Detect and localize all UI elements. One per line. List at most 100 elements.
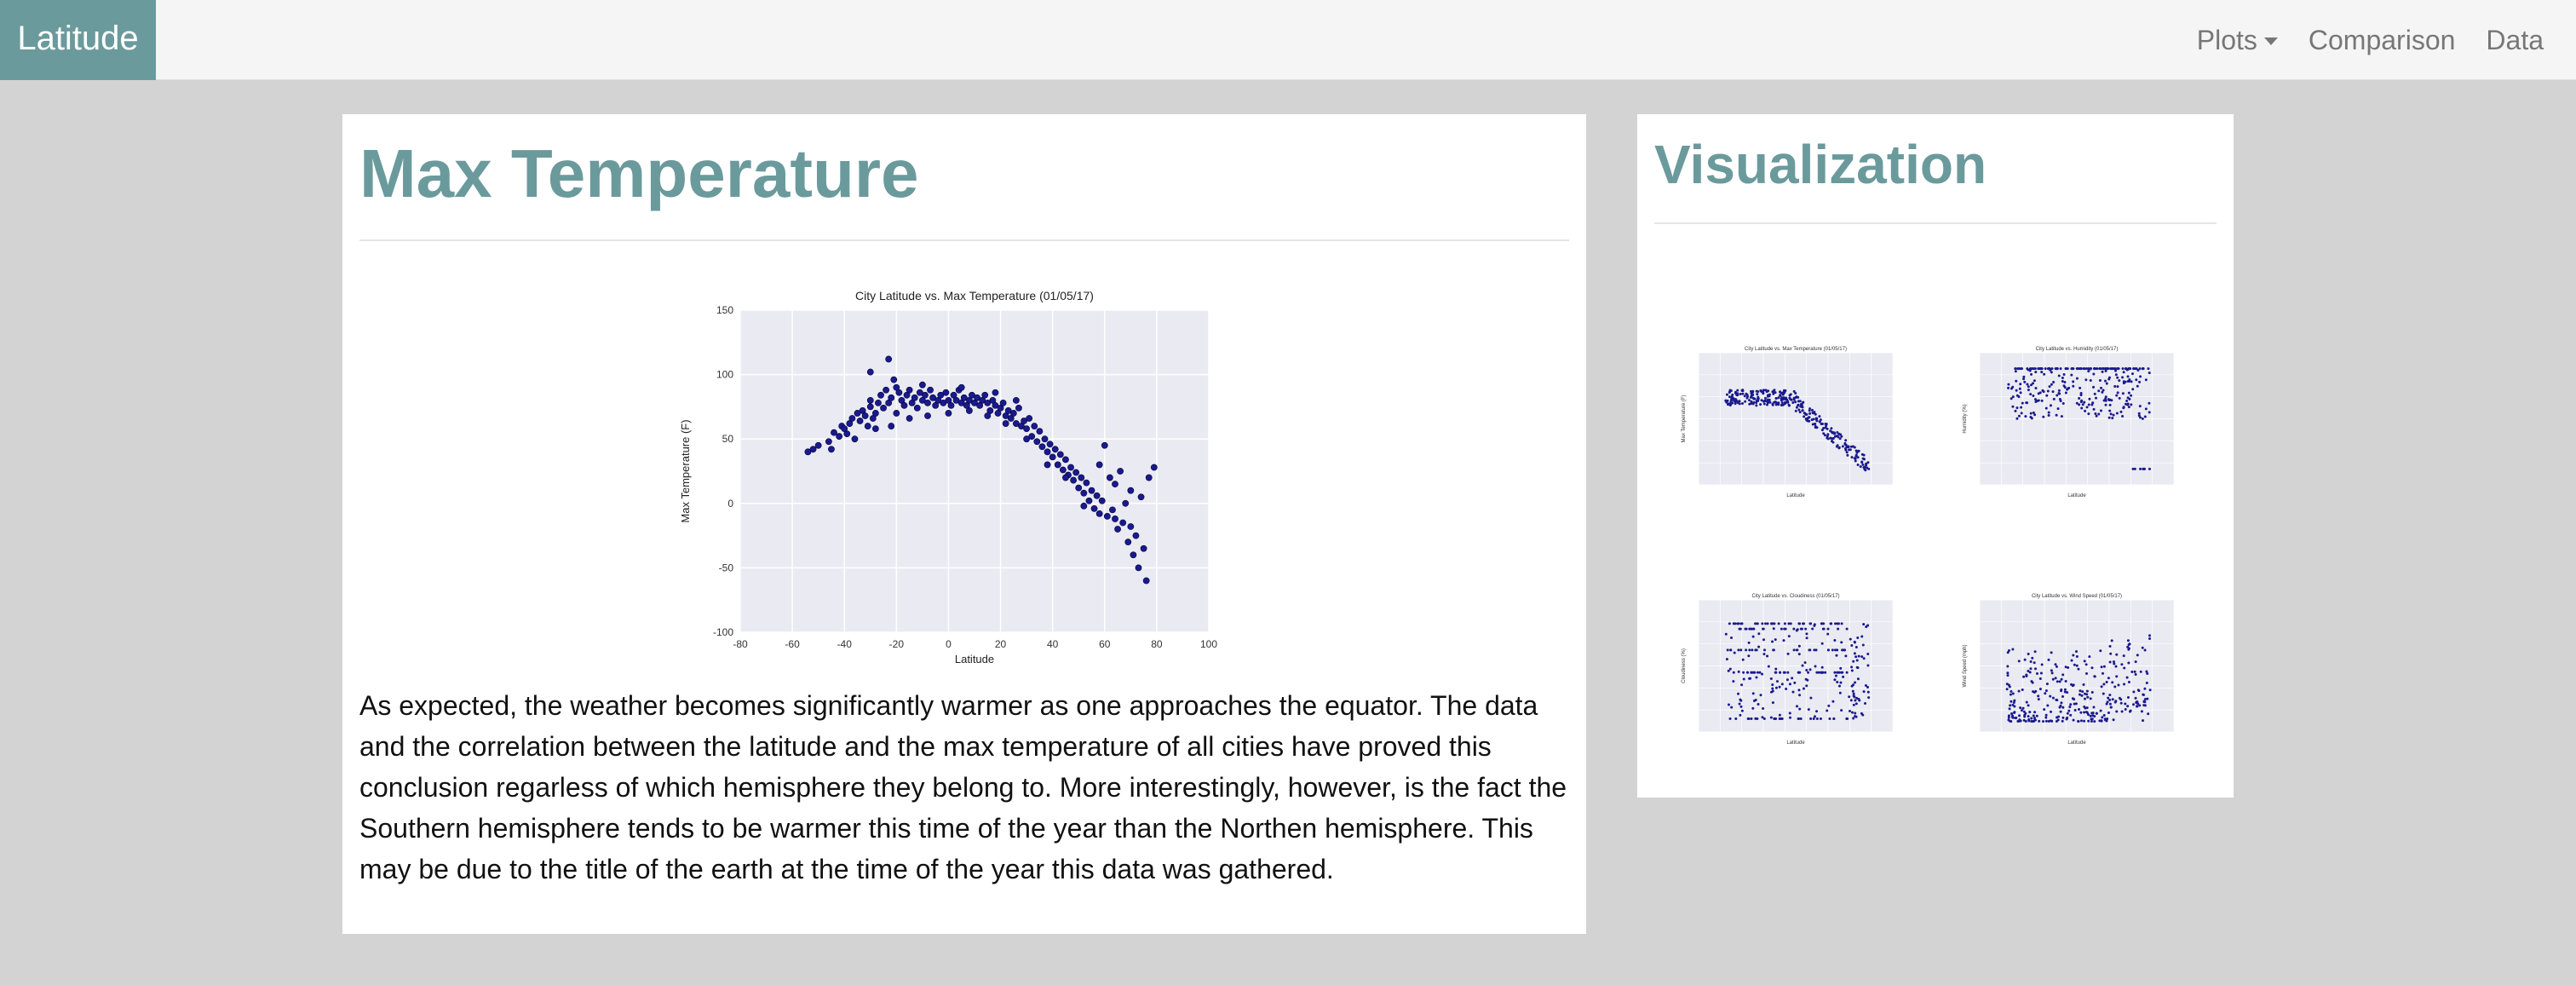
thumb-point <box>2013 711 2016 714</box>
thumbnail-wind-speed[interactable]: City Latitude vs. Wind Speed (01/05/17) L… <box>1961 591 2182 745</box>
thumb-point <box>1783 622 1786 625</box>
thumb-point <box>2075 377 2079 380</box>
thumb-y-label: Max Temperature (F) <box>1682 395 1687 443</box>
thumb-point <box>1734 402 1737 406</box>
thumb-point <box>2033 398 2037 401</box>
data-point <box>1059 466 1067 474</box>
thumb-point <box>2056 680 2059 683</box>
thumb-point <box>1853 652 1856 655</box>
thumb-point <box>2064 367 2067 371</box>
thumb-point <box>1853 641 1856 644</box>
thumb-point <box>1745 648 1748 652</box>
thumb-point <box>1728 717 1732 720</box>
thumb-point <box>2021 688 2024 692</box>
thumb-point <box>1847 445 1850 448</box>
thumbnail-humidity[interactable]: City Latitude vs. Humidity (01/05/17) Lat… <box>1961 344 2182 498</box>
thumb-point <box>1770 690 1774 694</box>
thumb-point <box>1854 699 1857 702</box>
thumb-point <box>2126 380 2130 383</box>
thumb-point <box>2090 403 2094 406</box>
thumb-point <box>1852 692 1855 695</box>
data-point <box>1078 474 1085 481</box>
thumb-point <box>2015 417 2019 420</box>
thumb-point <box>2090 717 2094 721</box>
thumb-point <box>1777 622 1780 625</box>
thumb-point <box>2080 694 2084 697</box>
thumb-point <box>2148 637 2152 641</box>
thumb-point <box>2024 720 2027 723</box>
thumb-point <box>2031 656 2034 660</box>
visualization-panel: Visualization City Latitude vs. Max Temp… <box>1637 114 2234 798</box>
thumb-point <box>2044 406 2048 410</box>
caret-down-icon <box>2263 37 2278 45</box>
data-point <box>898 396 906 404</box>
thumb-point <box>2021 706 2025 710</box>
nav-plots-dropdown[interactable]: Plots <box>2190 25 2285 56</box>
thumb-point <box>1725 400 1728 404</box>
thumb-point <box>1751 627 1755 631</box>
thumb-point <box>1747 641 1751 644</box>
thumb-point <box>1850 456 1854 459</box>
thumb-point <box>2010 397 2013 400</box>
thumb-point <box>1856 677 1860 681</box>
thumb-point <box>1837 684 1841 688</box>
data-point <box>885 355 893 363</box>
thumb-point <box>2138 380 2142 383</box>
thumb-point <box>2120 663 2124 666</box>
nav-comparison-link[interactable]: Comparison <box>2308 24 2456 55</box>
thumbnail-temperature[interactable]: City Latitude vs. Max Temperature (01/05… <box>1680 344 1901 498</box>
thumb-point <box>2115 394 2119 397</box>
data-point <box>1080 502 1088 510</box>
thumb-point <box>1777 403 1780 406</box>
thumb-point <box>2077 667 2080 671</box>
thumb-point <box>1852 694 1855 698</box>
thumb-point <box>2079 386 2082 389</box>
thumb-point <box>1756 622 1759 625</box>
thumb-point <box>1774 686 1778 689</box>
thumb-point <box>2058 706 2061 709</box>
thumbnail-cloudiness[interactable]: City Latitude vs. Cloudiness (01/05/17) L… <box>1680 591 1901 745</box>
data-point <box>1038 443 1046 451</box>
thumb-point <box>2035 714 2038 717</box>
thumb-point <box>2006 674 2010 677</box>
thumb-point <box>2032 411 2035 414</box>
thumb-point <box>1851 689 1854 693</box>
data-point <box>957 399 965 406</box>
thumb-point <box>1750 389 1753 393</box>
thumb-point <box>1808 407 1812 411</box>
thumb-point <box>2108 702 2112 706</box>
thumb-point <box>2108 644 2112 648</box>
thumb-point <box>1826 627 1830 631</box>
thumb-point <box>2061 706 2065 709</box>
thumb-point <box>1848 448 1851 452</box>
data-point <box>843 430 851 438</box>
thumb-point <box>1815 717 1819 720</box>
thumb-point <box>2048 385 2051 389</box>
thumb-point <box>2124 367 2127 371</box>
thumb-point <box>1854 646 1858 649</box>
thumb-point <box>2047 414 2050 418</box>
thumb-point <box>2137 412 2141 415</box>
thumb-point <box>1857 449 1860 452</box>
thumb-point <box>2034 386 2038 389</box>
thumb-point <box>1797 404 1800 407</box>
nav-links: Plots Comparison Data <box>2190 0 2550 80</box>
nav-data-link[interactable]: Data <box>2486 24 2544 55</box>
y-tick-label: -100 <box>713 626 733 638</box>
data-point <box>992 401 999 409</box>
thumb-point <box>1849 637 1852 641</box>
thumb-point <box>2075 664 2079 667</box>
thumb-point <box>2083 400 2086 404</box>
brand-link[interactable]: Latitude <box>0 0 156 80</box>
thumb-point <box>1766 622 1769 625</box>
data-point <box>903 391 911 399</box>
thumb-point <box>2145 682 2148 685</box>
thumb-point <box>2029 416 2033 419</box>
data-point <box>1023 425 1031 433</box>
thumb-point <box>1777 396 1780 400</box>
thumb-point <box>1792 627 1796 631</box>
thumb-point <box>1822 432 1826 435</box>
thumb-point <box>2069 703 2073 706</box>
thumb-point <box>2047 411 2050 414</box>
thumb-point <box>1831 648 1834 652</box>
